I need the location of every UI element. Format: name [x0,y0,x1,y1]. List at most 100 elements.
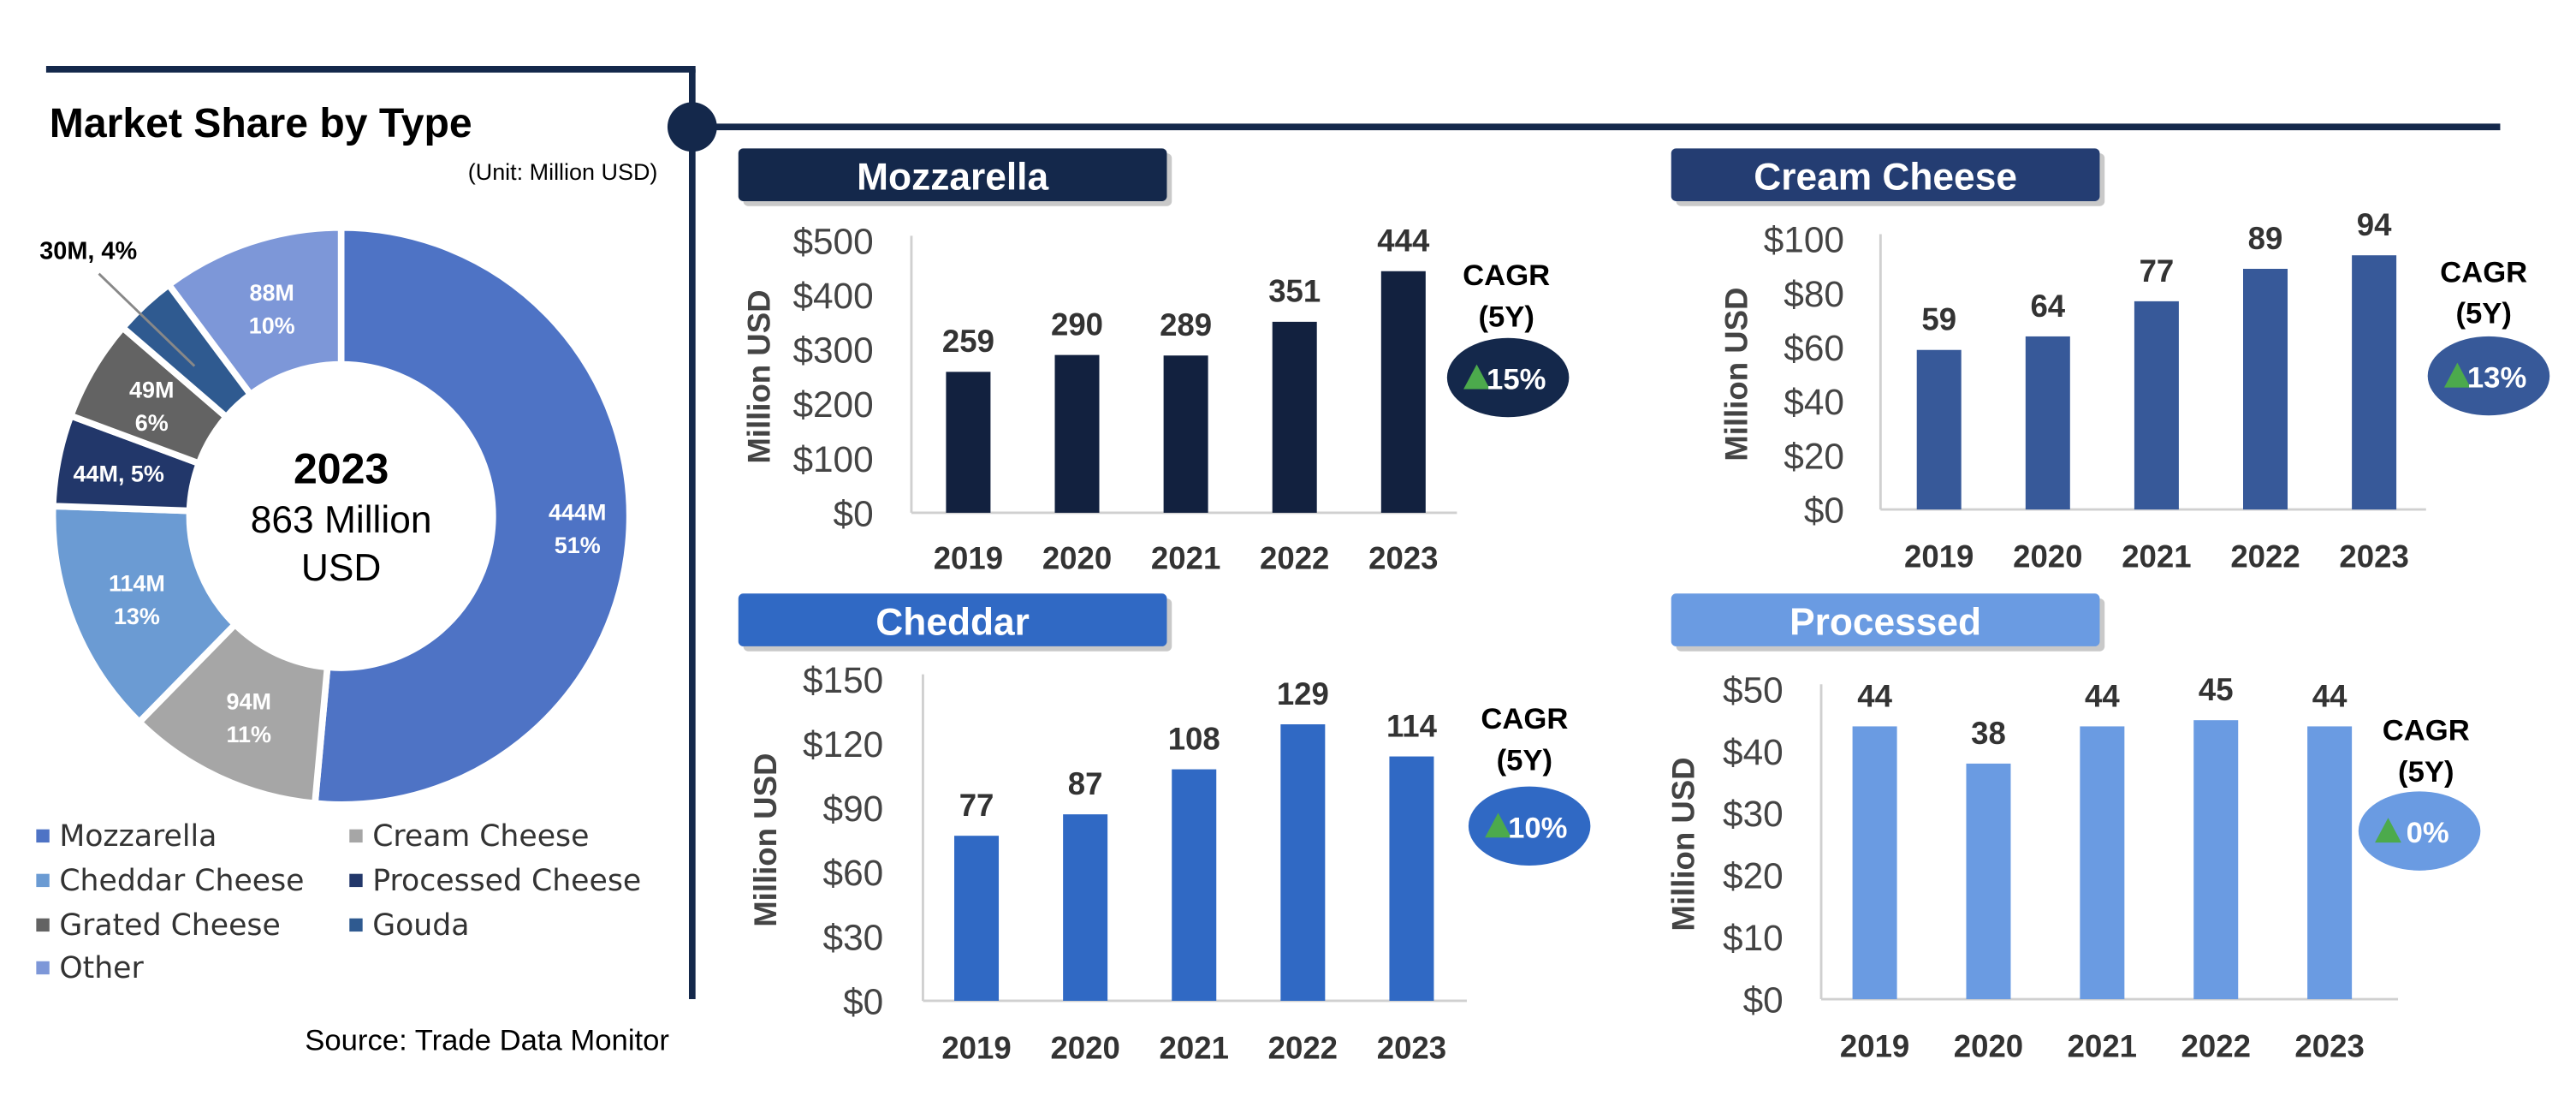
legend-swatch [349,829,363,843]
chart-title: Processed [1790,601,1981,643]
donut-center-line2: USD [301,547,382,589]
bar-2020 [1063,814,1108,1001]
bar-value-label: 94 [2357,207,2392,242]
legend-item-cream-cheese: Cream Cheese [349,819,589,854]
legend: Mozzarella Cream Cheese Cheddar Cheese Proc… [36,819,641,985]
legend-swatch [349,873,363,888]
legend-item-processed-cheese: Processed Cheese [349,864,641,898]
bar-2021 [1172,769,1217,1001]
x-tick-label: 2020 [2013,539,2082,574]
up-arrow-icon [1485,812,1511,838]
x-tick-label: 2021 [2068,1028,2137,1063]
bar-2020 [1054,354,1100,513]
up-arrow-icon [2375,818,2401,843]
chart-processed: Processed $0 $10 $20 $30 $40 $50 Million USD 44 2… [1666,593,2481,1063]
chart-title: Cream Cheese [1754,156,2017,198]
bar-2023 [2307,726,2353,1000]
x-tick-label: 2020 [1042,540,1112,575]
bar-value-label: 59 [1921,302,1956,337]
up-arrow-icon [1463,364,1490,390]
y-tick-label: $120 [803,724,883,765]
x-tick-label: 2019 [1840,1028,1909,1063]
callout-leader-line [98,272,196,367]
cagr-value: 10% [1508,812,1567,844]
divider-node [667,102,717,152]
bar-2021 [2134,301,2179,510]
x-tick-label: 2022 [1268,1030,1338,1065]
x-tick-label: 2022 [1260,540,1329,575]
y-tick-label: $90 [823,789,884,829]
bar-2019 [954,836,1000,1001]
legend-item-grated-cheese: Grated Cheese [36,908,281,943]
y-tick-label: $200 [792,384,873,425]
bar-2023 [1380,271,1426,513]
x-tick-label: 2022 [2230,539,2300,574]
legend-item-gouda: Gouda [349,908,469,943]
donut-center-year: 2023 [294,444,389,492]
y-tick-label: $20 [1784,436,1844,476]
legend-item-other: Other [36,951,144,985]
x-tick-label: 2019 [934,540,1003,575]
y-axis-label: Million USD [748,753,783,927]
bar-2023 [1389,756,1434,1001]
bar-value-label: 290 [1051,307,1103,342]
y-tick-label: $30 [823,917,884,957]
chart-title: Mozzarella [857,156,1048,198]
bar-2023 [2352,255,2397,510]
bar-value-label: 64 [2030,289,2065,324]
legend-swatch [36,918,50,932]
cagr-label-line2: (5Y) [2398,756,2454,789]
cagr-badge [2427,336,2550,416]
y-tick-label: $50 [1723,670,1784,710]
source-note: Source: Trade Data Monitor [305,1025,669,1057]
pie-label-other-value: 88M [249,280,294,306]
x-tick-label: 2021 [1160,1030,1229,1065]
legend-label: Cream Cheese [372,819,589,854]
bar-2020 [1966,763,2011,1000]
bar-2022 [1280,724,1326,1001]
cagr-badge [1468,786,1591,866]
y-tick-label: $300 [792,330,873,371]
y-tick-label: $400 [792,276,873,316]
donut-chart: 444M 51% 94M 11% 114M 13% 44M, 5% 49M 6% 88M 10% [49,223,633,808]
bar-2022 [1272,321,1317,513]
bar-value-label: 444 [1377,223,1430,259]
bar-2019 [1916,349,1962,510]
y-tick-label: $500 [792,222,873,262]
legend-item-mozzarella: Mozzarella [36,819,217,854]
bar-2022 [2193,720,2239,1000]
pie-label-cheddar-cheese-percent: 13% [114,604,160,629]
x-tick-label: 2020 [1954,1028,2023,1063]
pie-slice-cream-cheese [134,619,331,807]
legend-swatch [36,829,50,843]
x-tick-label: 2021 [1151,540,1220,575]
y-tick-label: $80 [1784,274,1844,314]
legend-swatch [349,918,363,932]
bar-value-label: 38 [1971,716,2006,751]
x-tick-label: 2020 [1050,1030,1119,1065]
bar-value-label: 351 [1268,274,1321,309]
legend-label: Mozzarella [59,819,217,854]
bar-2019 [946,372,991,513]
y-tick-label: $150 [803,660,883,700]
bar-2022 [2243,268,2288,510]
y-tick-label: $0 [834,493,874,533]
pie-label-other-percent: 10% [249,313,295,339]
y-tick-label: $60 [823,853,884,893]
legend-label: Processed Cheese [372,864,641,898]
cagr-label-line1: CAGR [2383,715,2470,747]
bar-value-label: 44 [2312,678,2347,713]
bar-value-label: 114 [1386,708,1438,743]
legend-label: Cheddar Cheese [59,864,304,898]
cagr-badge [2358,791,2481,871]
bar-2020 [2025,336,2070,510]
cagr-label-line2: (5Y) [1497,744,1552,777]
chart-mozzarella: Mozzarella $0 $100 $200 $300 $400 $500 Million … [738,148,1570,575]
market-share-unit: (Unit: Million USD) [468,159,658,185]
legend-item-cheddar-cheese: Cheddar Cheese [36,864,305,898]
chart-title-tab [1671,593,2100,646]
pie-label-grated-cheese-percent: 6% [135,410,169,436]
bar-2021 [2080,726,2125,1000]
cagr-value: 13% [2467,362,2526,395]
x-tick-label: 2019 [941,1030,1011,1065]
